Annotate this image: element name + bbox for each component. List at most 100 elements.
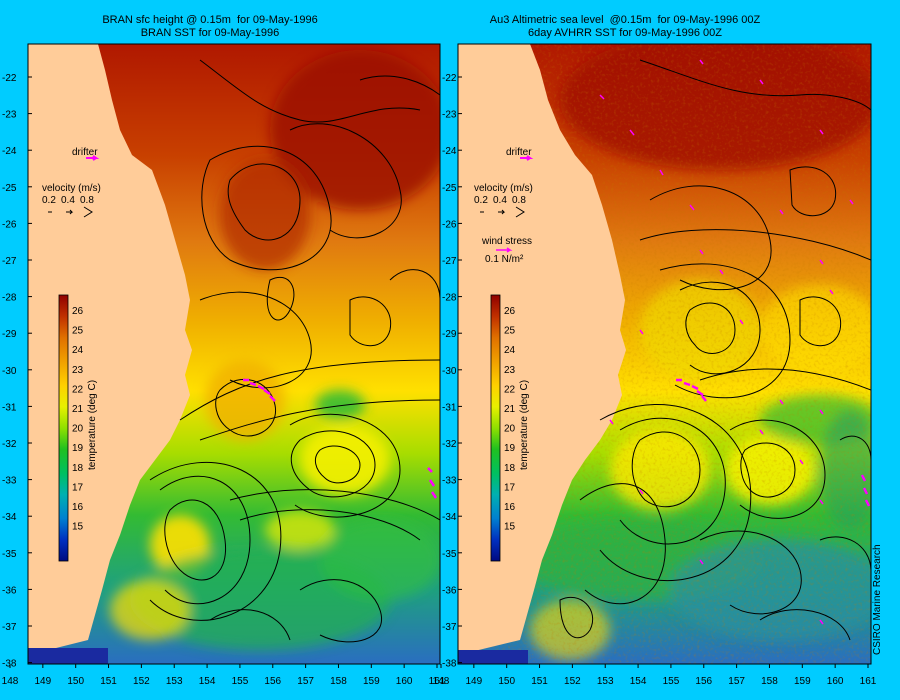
right-colorbar-gradient [490,294,501,562]
right-lat-tick-label: -37 [442,622,457,633]
left-title-line1: BRAN sfc height @ 0.15m for 09-May-1996 [102,14,318,26]
left-map-frame [27,43,441,665]
left-colorbar: 26 25 24 23 22 21 20 19 18 17 16 15 temperature (de… [58,294,98,562]
left-colorbar-tick-label: 24 [72,345,84,356]
right-lon-tick-label: 148 [433,676,450,687]
left-lat-tick-label: -36 [2,585,17,596]
right-colorbar-tick-label: 25 [504,326,516,337]
credit-label: CSIRO Marine Research [872,544,883,655]
left-contours [149,59,440,643]
left-colorbar-tick-label: 22 [72,384,84,395]
right-lat-tick-label: -29 [442,329,457,340]
right-drifter-track-east [860,474,871,507]
right-colorbar-tick-label: 17 [504,482,516,493]
left-lon-tick-label: 158 [330,676,347,687]
left-colorbar-gradient [58,294,69,562]
right-lon-tick-label: 160 [827,676,844,687]
left-velocity-arrows-icon [48,206,93,218]
right-lat-tick-label: -27 [442,256,457,267]
left-colorbar-tick-label: 15 [72,522,84,533]
right-velocity-arrows-icon [480,206,525,218]
right-wind-stress-value: 0.1 N/m² [485,254,524,265]
left-lon-tick-label: 153 [166,676,183,687]
drifter-tracks [243,59,871,625]
right-lat-tick-label: -34 [442,512,457,523]
left-lat-tick-label: -23 [2,110,17,121]
right-colorbar-tick-label: 24 [504,345,516,356]
left-sst-patches [110,50,440,650]
right-lat-tick-label: -30 [442,366,457,377]
right-colorbar: 26 25 24 23 22 21 20 19 18 17 16 15 temperature (de… [490,294,530,562]
right-lat-tick-label: -23 [442,110,457,121]
left-lat-tick-label: -25 [2,183,17,194]
right-lon-tick-label: 154 [630,676,647,687]
right-lat-tick-label: -22 [442,73,457,84]
right-cold-strip [458,650,528,664]
left-colorbar-label: temperature (deg C) [87,380,98,470]
right-colorbar-tick-label: 18 [504,463,516,474]
left-colorbar-ticks: 26 25 24 23 22 21 20 19 18 17 16 15 [72,306,84,533]
right-lat-tick-label: -24 [442,146,457,157]
right-drifter-label: drifter [506,147,532,158]
left-lon-tick-label: 159 [363,676,380,687]
right-title-line2: 6day AVHRR SST for 09-May-1996 00Z [527,27,722,39]
left-lat-tick-label: -27 [2,256,17,267]
right-map-frame [457,43,872,665]
left-lon-tick-label: 154 [199,676,216,687]
right-colorbar-tick-label: 20 [504,424,516,435]
left-lat-tick-label: -26 [2,219,17,230]
right-lat-tick-label: -36 [442,585,457,596]
left-colorbar-tick-label: 19 [72,443,84,454]
left-lat-tick-label: -22 [2,73,17,84]
left-colorbar-tick-label: 20 [72,424,84,435]
left-lon-tick-label: 149 [35,676,52,687]
left-lat-tick-label: -34 [2,512,17,523]
right-drifter-arrow-icon [520,155,534,161]
left-title-line2: BRAN SST for 09-May-1996 [140,27,280,39]
left-lon-tick-label: 150 [67,676,84,687]
left-cold-strip [28,648,108,664]
right-title-line1: Au3 Altimetric sea level @0.15m for 09-M… [489,14,761,26]
left-lon-tick-label: 155 [232,676,249,687]
left-lon-tick-label: 151 [100,676,117,687]
right-panel-title: Au3 Altimetric sea level @0.15m for 09-M… [415,14,835,40]
left-lat-tick-label: -37 [2,622,17,633]
right-lat-tick-label: -38 [442,659,457,670]
left-colorbar-tick-label: 18 [72,463,84,474]
right-wind-stress-arrows [599,59,854,625]
right-lon-tick-label: 153 [597,676,614,687]
left-lat-tick-label: -29 [2,329,17,340]
left-lon-tick-label: 152 [133,676,150,687]
left-drifter-track [243,378,276,402]
left-lon-tick-label: 156 [264,676,281,687]
left-lat-tick-label: -35 [2,549,17,560]
right-colorbar-tick-label: 21 [504,404,516,415]
right-lon-tick-label: 150 [498,676,515,687]
left-longitude-axis: 148 149 150 151 152 153 154 155 156 157 158 159 160 1… [2,664,446,687]
left-colorbar-tick-label: 26 [72,306,84,317]
left-colorbar-tick-label: 25 [72,326,84,337]
left-latitude-axis: -22 -23 -24 -25 -26 -27 -28 -29 -30 -31 -32 -33 -34 -… [2,73,32,670]
left-velocity-label: velocity (m/s) [42,183,101,194]
right-contours [559,59,871,641]
right-lat-tick-label: -26 [442,219,457,230]
left-lon-tick-label: 161 [429,676,446,687]
left-legend: drifter velocity (m/s) 0.2 0.4 0.8 [42,147,101,218]
right-lat-tick-label: -31 [442,402,457,413]
left-lon-tick-label: 148 [2,676,19,687]
right-lat-tick-label: -35 [442,549,457,560]
right-velocity-value-3: 0.8 [512,195,526,206]
left-drifter-track-east [427,467,438,499]
right-drifter-track [676,378,707,402]
right-lat-tick-label: -28 [442,293,457,304]
left-map-panel [27,43,441,665]
right-wind-stress-label: wind stress [481,236,532,247]
right-lon-tick-label: 158 [761,676,778,687]
right-lon-tick-label: 159 [794,676,811,687]
right-lat-tick-label: -32 [442,439,457,450]
left-lon-tick-label: 160 [396,676,413,687]
left-velocity-value-1: 0.2 [42,195,56,206]
right-lon-tick-label: 156 [695,676,712,687]
right-colorbar-tick-label: 22 [504,384,516,395]
right-colorbar-tick-label: 26 [504,306,516,317]
